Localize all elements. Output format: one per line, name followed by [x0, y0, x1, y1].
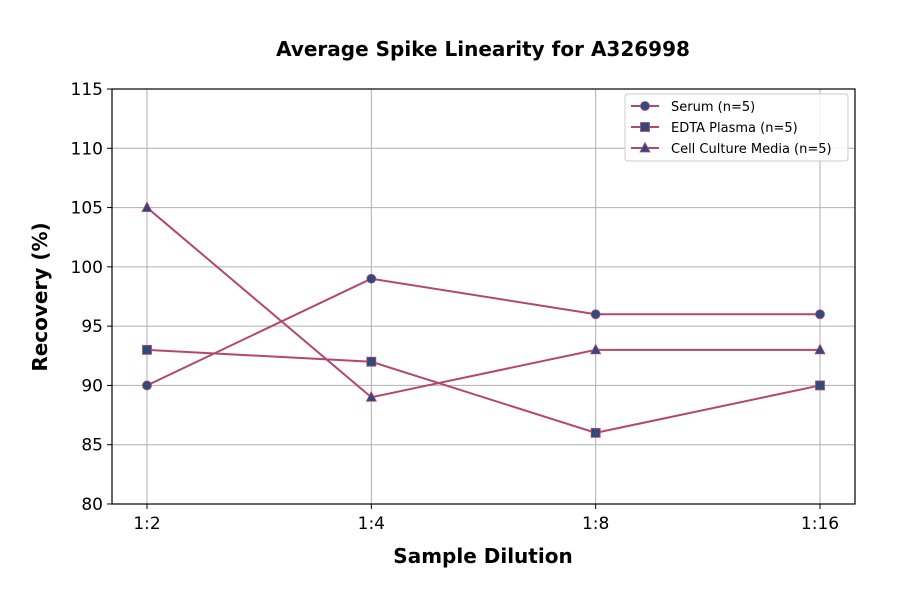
legend-box	[624, 93, 849, 162]
chart-title: Average Spike Linearity for A326998	[276, 37, 690, 61]
series-2	[141, 201, 826, 402]
y-tick-label: 85	[81, 436, 103, 456]
data-point	[815, 309, 825, 320]
series-line	[146, 277, 821, 387]
data-point	[590, 343, 602, 355]
plot-frame	[111, 88, 856, 505]
series-line	[146, 206, 821, 399]
legend-item: Serum (n=5)	[631, 100, 755, 115]
data-point	[366, 356, 377, 367]
data-point	[141, 201, 153, 212]
y-tick-label: 105	[71, 199, 103, 219]
y-tick-label: 100	[71, 258, 103, 278]
data-point	[142, 344, 152, 355]
y-tick-label: 95	[81, 317, 103, 337]
x-tick-label: 1:2	[133, 514, 160, 534]
legend-label: Serum (n=5)	[671, 100, 755, 115]
data-point	[365, 390, 377, 402]
x-tick-label: 1:16	[801, 514, 839, 534]
y-axis-label: Recovery (%)	[28, 222, 52, 371]
series-line	[146, 348, 821, 434]
legend: Serum (n=5) EDTA Plasma (n=5) Cell Culture…	[624, 93, 849, 162]
y-tick-label: 110	[71, 139, 103, 159]
data-point	[366, 273, 377, 284]
series-0	[142, 273, 825, 391]
data-point	[590, 427, 601, 438]
x-axis-label: Sample Dilution	[393, 544, 572, 568]
y-tick-label: 80	[81, 495, 103, 515]
legend-label: Cell Culture Media (n=5)	[671, 142, 832, 157]
data-point	[814, 343, 826, 355]
data-point	[815, 380, 825, 391]
legend-item: Cell Culture Media (n=5)	[631, 141, 832, 157]
series-1	[142, 344, 825, 438]
x-tick-label: 1:8	[582, 514, 609, 534]
x-tick-label: 1:4	[358, 514, 385, 534]
y-tick-label: 115	[71, 80, 103, 100]
triangle-marker-icon	[639, 141, 651, 153]
circle-marker-icon	[640, 101, 650, 111]
data-point	[142, 380, 152, 391]
data-point	[590, 309, 601, 320]
legend-item: EDTA Plasma (n=5)	[631, 121, 798, 136]
legend-label: EDTA Plasma (n=5)	[671, 121, 798, 136]
y-tick-label: 90	[81, 376, 103, 396]
square-marker-icon	[640, 122, 650, 132]
